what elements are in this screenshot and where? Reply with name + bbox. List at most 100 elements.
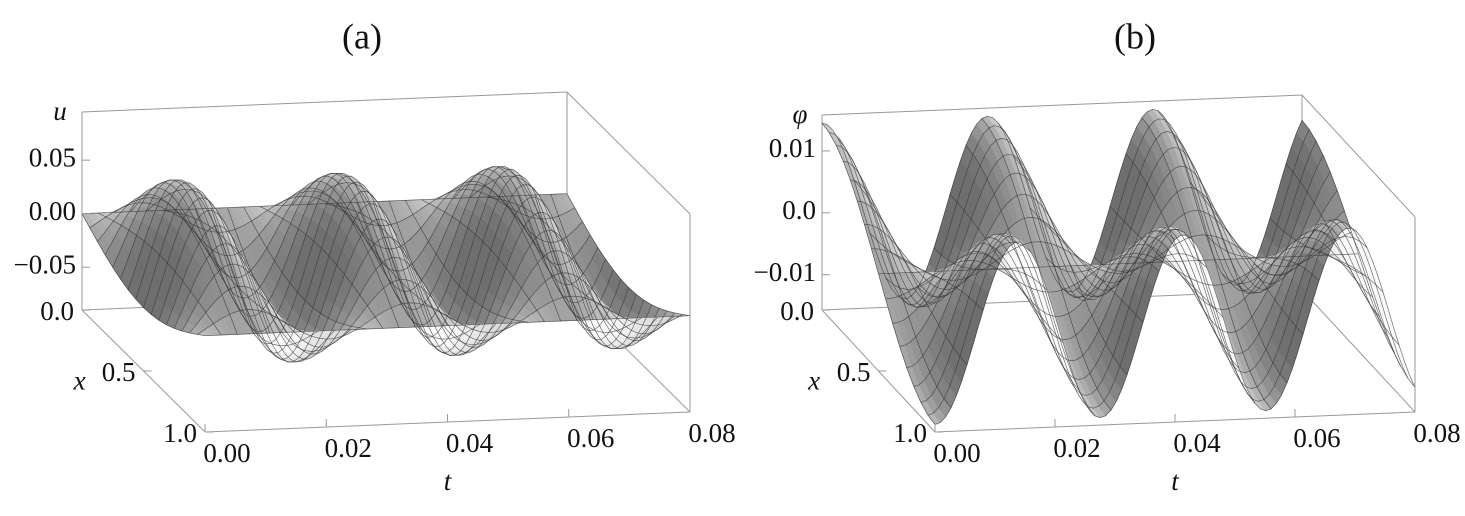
mesh-line [114,197,238,335]
mesh-line [901,233,1016,308]
z-tick-label: −0.01 [754,257,816,287]
mesh-line [259,206,384,329]
mesh-line [469,175,594,320]
mesh-line [1093,253,1208,272]
mesh-line [550,194,675,339]
z-tick-label: 0.05 [29,142,76,172]
t-tick-label: 0.02 [325,433,372,463]
z-tick-label: 0.00 [29,196,76,226]
mesh-line [146,188,270,334]
t-axis-label: t [1171,466,1180,496]
mesh-line [869,232,984,311]
box-edge [566,91,691,215]
mesh-line [1221,230,1336,284]
mesh-line [502,196,626,319]
mesh-line [917,242,1032,298]
mesh-line [486,196,610,320]
mesh-line [1141,117,1256,404]
t-tick-label: 0.02 [1053,433,1100,463]
x-tick-label: 0.0 [780,296,814,326]
x-tick-label: 0.0 [40,296,74,326]
mesh-line [162,209,287,333]
z-tick-label: −0.05 [14,249,76,279]
panel-title: (b) [1114,16,1156,56]
mesh-line [308,182,432,327]
mesh-line [275,190,400,328]
mesh-line [130,179,254,334]
box-edge [81,91,568,113]
mesh-line [81,213,206,337]
mesh-line [566,193,691,317]
mesh-line [518,195,642,333]
panel-title: (a) [342,16,382,56]
x-axis-label: x [807,365,820,395]
surface-patch [1396,352,1410,376]
mesh-line [194,208,319,347]
mesh-line [291,172,416,328]
mesh-line [885,252,1000,290]
mesh-line [211,208,335,363]
x-tick-label: 1.0 [163,418,197,448]
mesh-line [534,194,658,350]
mesh-line [837,138,952,409]
panel: (b) 0.01 0.0 −0.01 φ 0.0 0.5 1.0 x 0.00 0.02 0.04 0.… [754,16,1461,496]
surface-patch [821,122,836,135]
t-tick-label: 0.04 [1173,428,1221,458]
t-tick-label: 0.08 [1413,418,1460,448]
mesh-line [1109,206,1224,318]
mesh-line [1125,153,1240,369]
t-tick-label: 0.06 [567,423,614,453]
box-edge [1301,289,1416,413]
mesh-line [1269,218,1384,293]
surface-patch [1402,366,1416,388]
z-axis-label: φ [793,99,808,129]
box-edge [1301,94,1416,218]
mesh-line [981,118,1096,417]
mesh-line [1173,135,1288,384]
x-tick-label: 0.5 [102,357,136,387]
z-tick-label: 0.0 [782,195,816,225]
mesh-line [853,179,968,365]
mesh-line [1301,120,1416,388]
mesh-line [1157,110,1272,410]
mesh-line [453,166,578,321]
mesh-line [1029,207,1144,323]
x-axis-label: x [73,365,86,395]
mesh-line [933,247,1048,291]
mesh-line [178,209,303,332]
mesh-line [1061,230,1176,298]
mesh-line [324,203,448,326]
t-axis-label: t [444,466,453,496]
mesh-line [437,183,561,322]
mesh-line [356,202,481,340]
mesh-line [421,199,545,322]
mesh-line [821,122,936,425]
t-tick-label: 0.06 [1293,423,1340,453]
mesh-line [1205,234,1320,281]
t-tick-label: 0.00 [203,438,250,468]
z-axis-label: u [53,96,67,126]
mesh-line [1285,163,1400,346]
mesh-line [1189,182,1304,335]
t-tick-label: 0.00 [933,438,980,468]
mesh-line [227,207,351,352]
mesh-line [243,206,367,330]
t-tick-label: 0.08 [688,418,735,448]
mesh-line [965,145,1080,391]
mesh-line [1253,236,1368,276]
mesh-line [1013,156,1128,376]
x-tick-label: 0.5 [837,357,871,387]
panel: (a) 0.05 0.00 −0.05 u 0.0 0.5 1.0 x 0.00 0.02 0.04 0… [14,16,736,496]
t-tick-label: 0.04 [446,428,494,458]
mesh-line [1237,219,1352,294]
mesh-line [405,200,529,323]
mesh-line [997,122,1112,411]
box-edge [821,94,1303,116]
mesh-line [388,200,513,346]
mesh-line [98,212,222,336]
x-tick-label: 1.0 [893,418,927,448]
mesh-line [1077,229,1192,298]
mesh-line [340,202,464,326]
mesh-line [949,194,1064,343]
